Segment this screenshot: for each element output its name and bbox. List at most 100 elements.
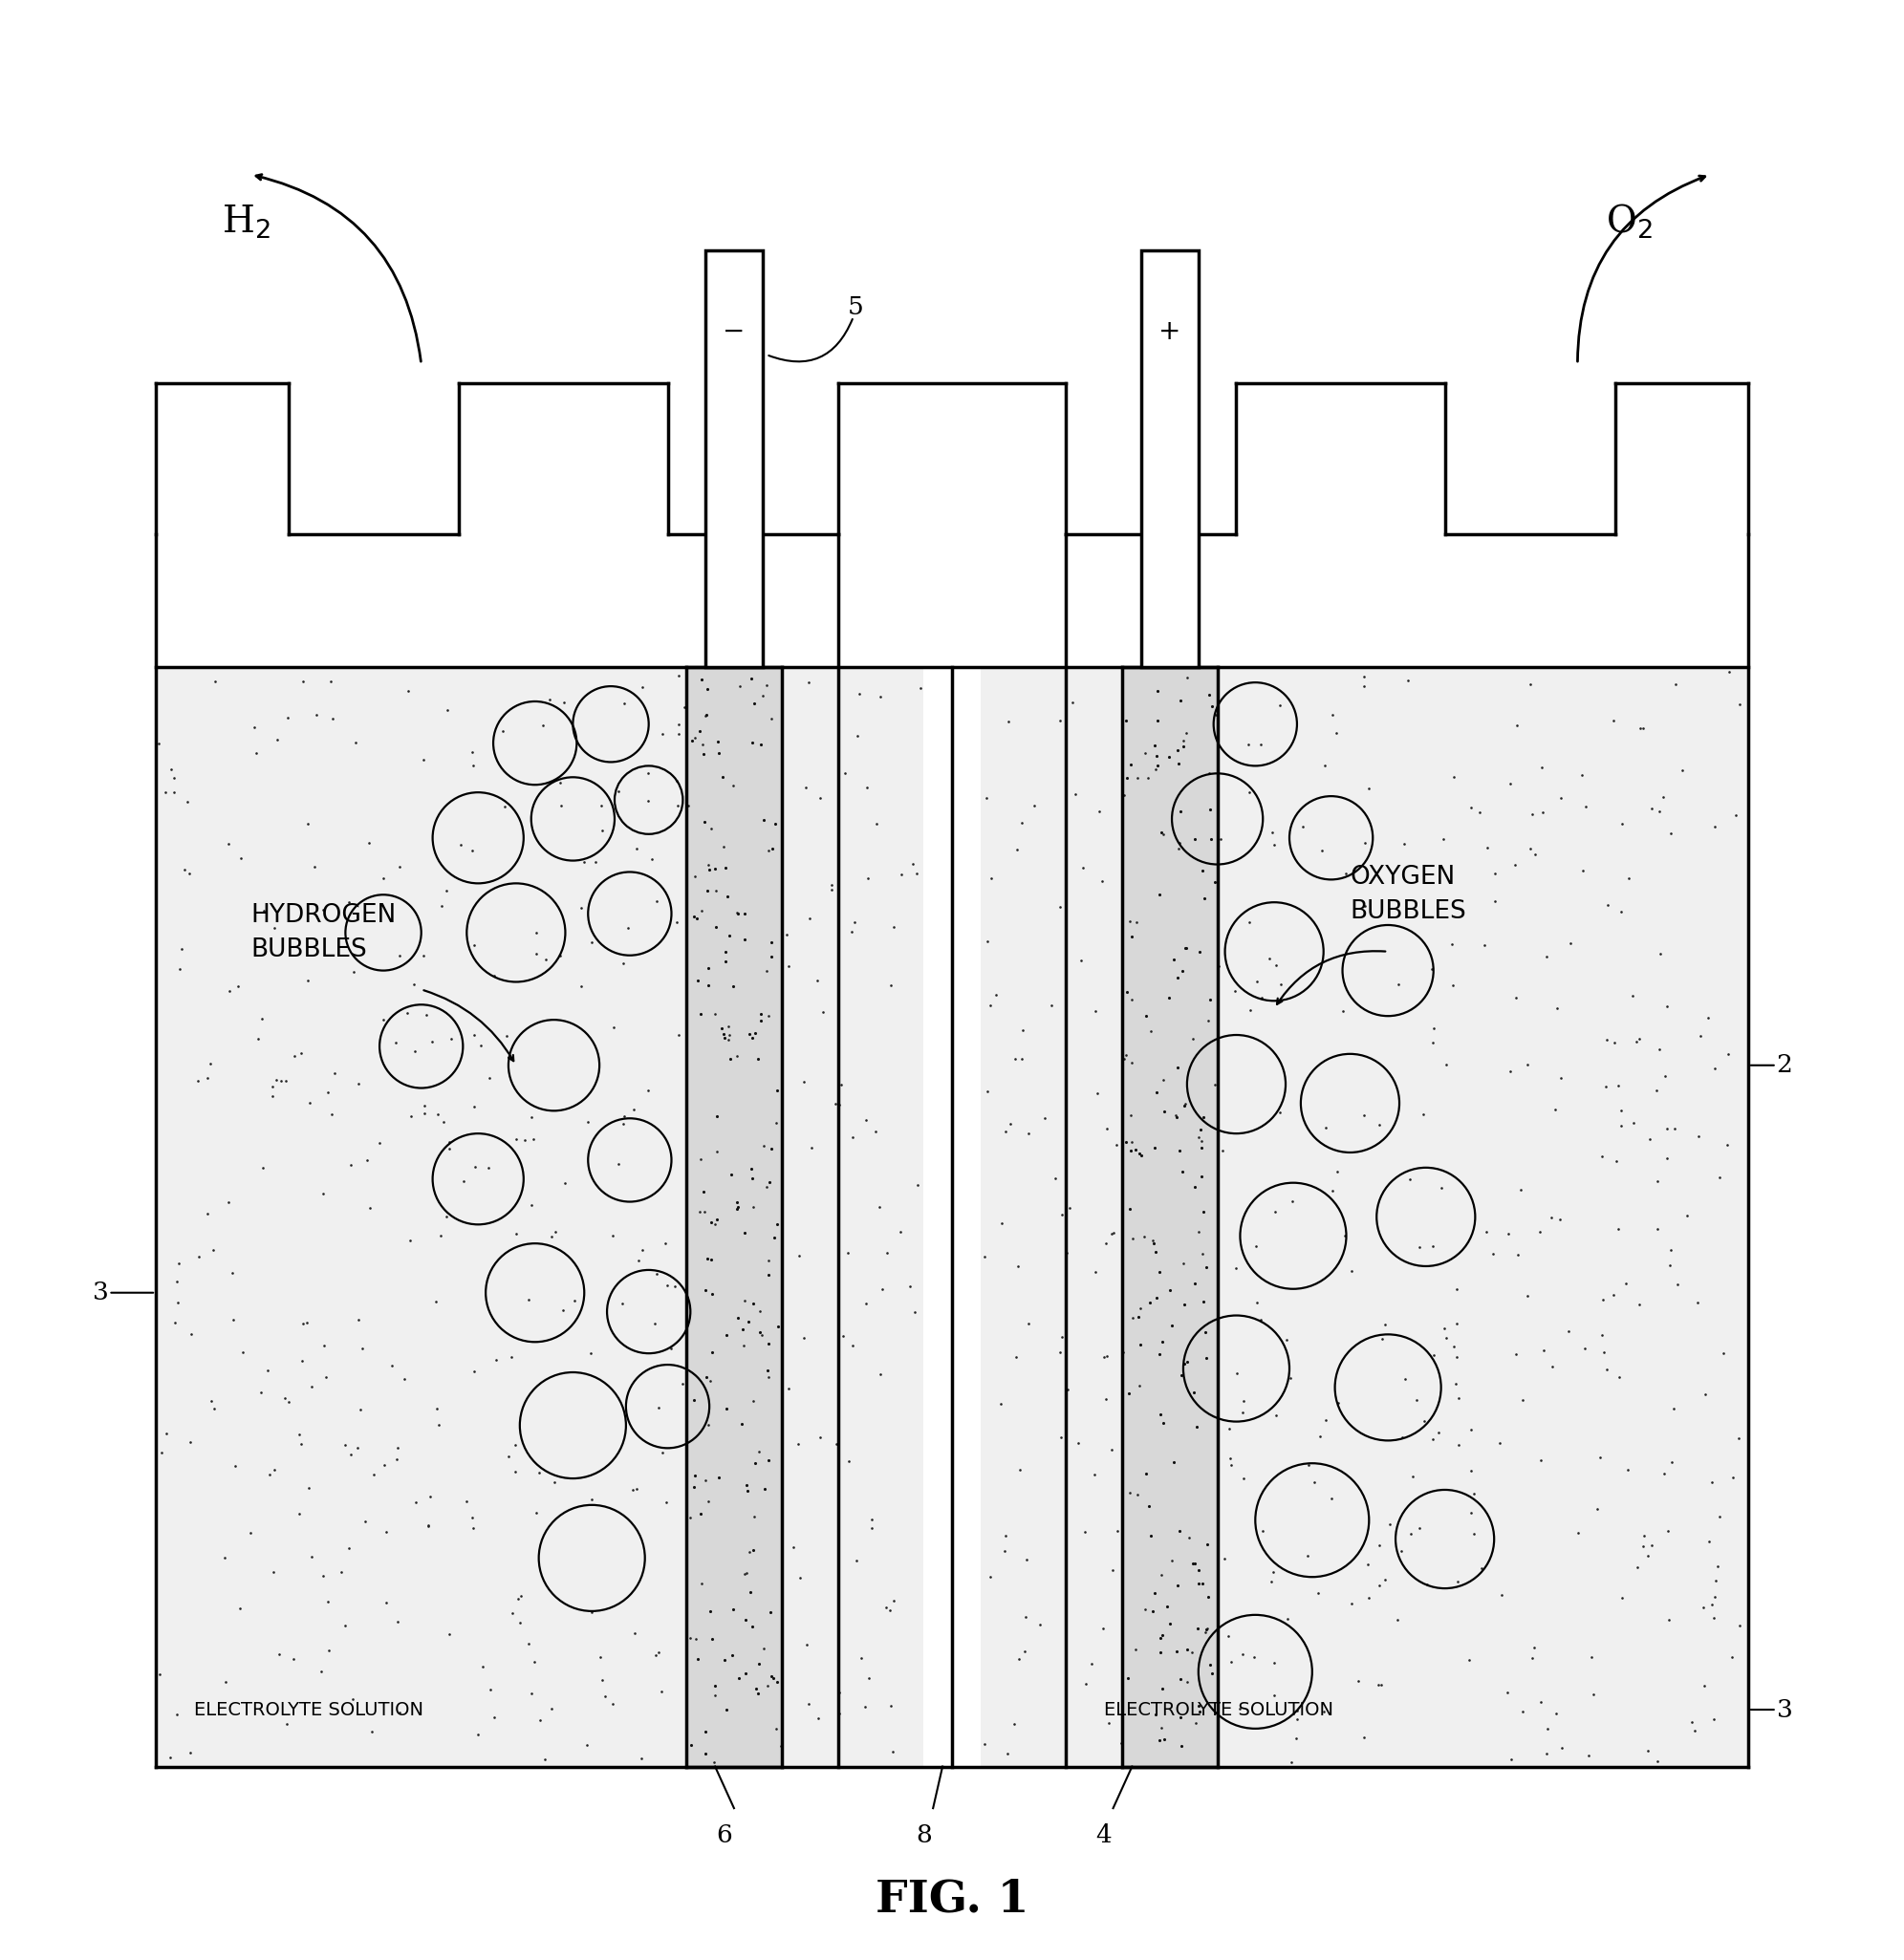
Point: [851, 1105, 882, 1137]
Point: [545, 768, 575, 800]
Point: [701, 876, 731, 907]
Point: [857, 1513, 887, 1544]
Point: [687, 729, 718, 760]
Point: [514, 1629, 545, 1660]
Point: [1133, 1492, 1163, 1523]
Point: [1040, 1162, 1070, 1194]
Point: [626, 1742, 657, 1774]
Point: [1637, 792, 1668, 823]
Point: [1137, 1595, 1167, 1627]
Point: [1160, 1446, 1190, 1478]
Point: [986, 1207, 1017, 1239]
Point: [729, 1558, 760, 1590]
Point: [817, 870, 847, 902]
Point: [1637, 1529, 1668, 1560]
Point: [741, 1672, 771, 1703]
Point: [1472, 1215, 1502, 1247]
Point: [878, 1586, 908, 1617]
Point: [1123, 1301, 1154, 1333]
Point: [1603, 1362, 1634, 1394]
Point: [385, 851, 415, 882]
Point: [1597, 1280, 1628, 1311]
Point: [497, 1597, 527, 1629]
Point: [1588, 1284, 1618, 1315]
Point: [1112, 762, 1142, 794]
Point: [1428, 823, 1458, 855]
Point: [1180, 1170, 1211, 1201]
Point: [1003, 1642, 1034, 1674]
Point: [632, 1074, 663, 1105]
Point: [1458, 1517, 1489, 1548]
Point: [1097, 1219, 1127, 1250]
Point: [461, 1151, 491, 1182]
Point: [748, 1474, 779, 1505]
Point: [1725, 1609, 1755, 1641]
Point: [1196, 1658, 1226, 1690]
Point: [992, 706, 1022, 737]
Point: [160, 1307, 190, 1339]
Point: [1182, 1411, 1213, 1443]
Point: [741, 1017, 771, 1049]
Point: [625, 1245, 655, 1276]
Text: ELECTROLYTE SOLUTION: ELECTROLYTE SOLUTION: [1104, 1701, 1333, 1719]
Point: [1188, 1196, 1219, 1227]
Point: [396, 1102, 426, 1133]
Point: [718, 770, 748, 802]
Point: [569, 847, 600, 878]
Point: [529, 1744, 560, 1776]
Point: [1569, 855, 1599, 886]
Point: [1390, 1362, 1420, 1394]
Point: [691, 700, 722, 731]
Point: [724, 1301, 754, 1333]
Point: [1165, 1358, 1196, 1390]
Point: [1458, 1478, 1489, 1509]
Point: [1264, 690, 1295, 721]
Point: [760, 1713, 790, 1744]
Point: [329, 1429, 360, 1460]
Point: [699, 1746, 729, 1778]
Point: [215, 974, 246, 1005]
Point: [737, 1021, 767, 1053]
Point: [1394, 1164, 1424, 1196]
Point: [1146, 1399, 1177, 1431]
Point: [1651, 1113, 1681, 1145]
Point: [899, 1298, 929, 1329]
Point: [1228, 1462, 1259, 1494]
Point: [668, 1368, 699, 1399]
Point: [710, 935, 741, 966]
Point: [1236, 994, 1266, 1025]
Point: [1645, 939, 1676, 970]
Point: [1182, 1121, 1213, 1152]
Point: [522, 1497, 552, 1529]
Point: [428, 1107, 459, 1139]
Point: [752, 955, 783, 986]
Point: [1131, 1458, 1161, 1490]
Point: [609, 688, 640, 719]
Point: [1142, 749, 1173, 780]
Text: 2: 2: [1776, 1053, 1794, 1078]
Point: [703, 1203, 733, 1235]
Point: [1386, 1535, 1417, 1566]
Point: [1245, 729, 1276, 760]
Point: [526, 1703, 556, 1735]
Point: [784, 1241, 815, 1272]
Point: [1019, 790, 1049, 821]
Point: [794, 1688, 824, 1719]
Point: [1696, 1590, 1727, 1621]
Point: [446, 829, 476, 860]
Point: [1045, 892, 1076, 923]
Point: [744, 1648, 775, 1680]
Point: [1234, 907, 1264, 939]
Point: [710, 1319, 741, 1350]
Point: [1439, 762, 1470, 794]
Point: [1443, 1382, 1474, 1413]
Point: [350, 1505, 381, 1537]
Point: [364, 1127, 394, 1158]
Point: [377, 1350, 407, 1382]
Point: [1679, 1715, 1710, 1746]
Point: [268, 1384, 299, 1415]
Point: [697, 1278, 727, 1309]
Point: [986, 1388, 1017, 1419]
Point: [902, 1168, 933, 1200]
Point: [680, 860, 710, 892]
